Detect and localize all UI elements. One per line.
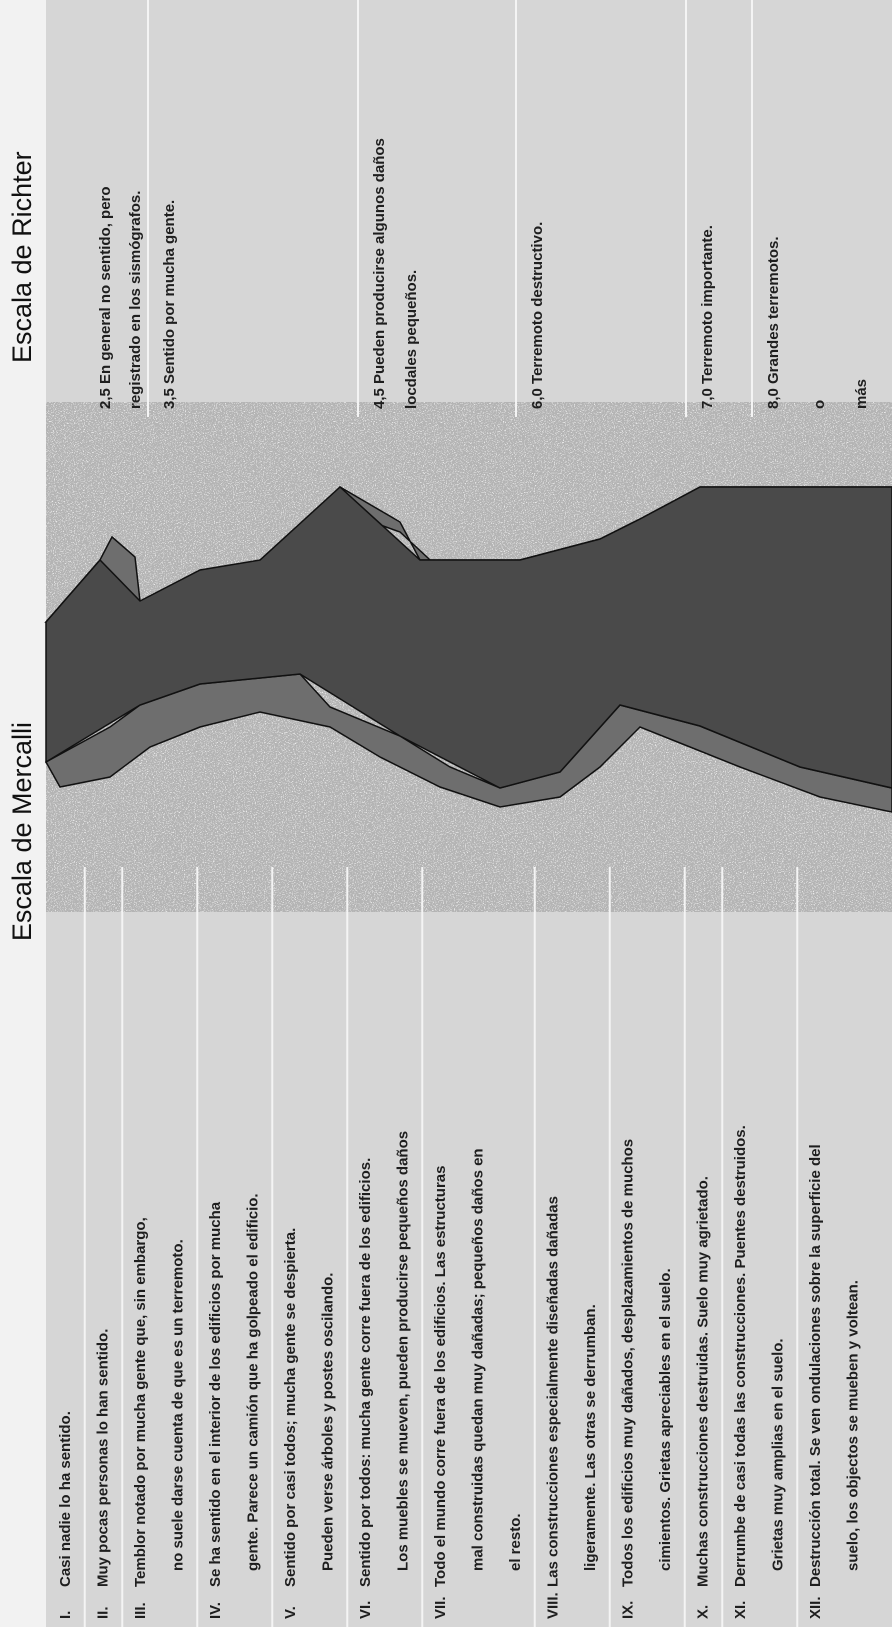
richter-line: o <box>811 400 828 409</box>
mercalli-line: Todo el mundo corre fuera de los edifici… <box>432 1166 449 1588</box>
mercalli-line: Muchas construcciones destruidas. Suelo … <box>694 1176 711 1587</box>
richter-line: 6,0 Terremoto destructivo. <box>529 222 546 409</box>
mercalli-numeral: XII. <box>807 1596 824 1619</box>
mercalli-line: Muy pocas personas lo han sentido. <box>94 1329 111 1587</box>
diagram: Escala de Mercalli Escala de Richter I. C… <box>0 0 892 1627</box>
page: Escala de Mercalli Escala de Richter I. C… <box>0 0 892 1627</box>
mercalli-line: cimientos. Grietas apreciables en el sue… <box>657 1268 674 1571</box>
mercalli-numeral: I. <box>57 1611 74 1619</box>
mercalli-numeral: X. <box>694 1605 711 1619</box>
richter-line: 4,5 Pueden producirse algunos daños <box>371 138 388 409</box>
mercalli-line: gente. Parece un camión que ha golpeado … <box>244 1193 261 1571</box>
mercalli-line: Las construcciones especialmente diseñad… <box>544 1196 561 1587</box>
richter-title: Escala de Richter <box>7 151 37 363</box>
mercalli-line: Los muebles se mueven, pueden producirse… <box>394 1131 411 1571</box>
richter-line: locdales pequeños. <box>403 270 420 409</box>
mercalli-line: no suele darse cuenta de que es un terre… <box>169 1239 186 1571</box>
mercalli-numeral: IX. <box>619 1601 636 1619</box>
mercalli-line: el resto. <box>507 1513 524 1571</box>
mercalli-line: ligeramente. Las otras se derrumban. <box>582 1304 599 1571</box>
richter-line: registrado en los sismógrafos. <box>127 191 144 409</box>
richter-line: 2,5 En general no sentido, pero <box>97 186 114 409</box>
mercalli-line: mal construidas quedan muy dañadas; pequ… <box>469 1148 486 1571</box>
mercalli-numeral: II. <box>94 1606 111 1619</box>
mercalli-line: Grietas muy amplias en el suelo. <box>769 1338 786 1571</box>
mercalli-line: Derrumbe de casi todas las construccione… <box>732 1125 749 1587</box>
mercalli-line: Pueden verse árboles y postes oscilando. <box>319 1273 336 1571</box>
mercalli-line: Se ha sentido en el interior de los edif… <box>207 1201 224 1587</box>
mercalli-numeral: VIII. <box>544 1592 561 1619</box>
mercalli-line: suelo, los objectos se mueben y voltean. <box>844 1280 861 1571</box>
mercalli-line: Sentido por todos: mucha gente corre fue… <box>357 1158 374 1587</box>
richter-line: 7,0 Terremoto importante. <box>699 225 716 409</box>
mercalli-line: Casi nadie lo ha sentido. <box>57 1411 74 1587</box>
mercalli-numeral: III. <box>132 1602 149 1619</box>
mercalli-line: Destrucción total. Se ven ondulaciones s… <box>807 1144 824 1587</box>
richter-line: más <box>853 379 870 409</box>
mercalli-numeral: V. <box>282 1606 299 1619</box>
mercalli-title: Escala de Mercalli <box>7 722 37 941</box>
mercalli-numeral: IV. <box>207 1602 224 1619</box>
richter-line: 3,5 Sentido por mucha gente. <box>161 200 178 409</box>
mercalli-numeral: XI. <box>732 1601 749 1619</box>
mercalli-line: Sentido por casi todos; mucha gente se d… <box>282 1228 299 1587</box>
mercalli-numeral: VII. <box>432 1596 449 1619</box>
mercalli-numeral: VI. <box>357 1601 374 1619</box>
mercalli-line: Todos los edificios muy dañados, desplaz… <box>619 1139 636 1587</box>
richter-line: 8,0 Grandes terremotos. <box>765 236 782 409</box>
mercalli-line: Temblor notado por mucha gente que, sin … <box>132 1217 149 1587</box>
